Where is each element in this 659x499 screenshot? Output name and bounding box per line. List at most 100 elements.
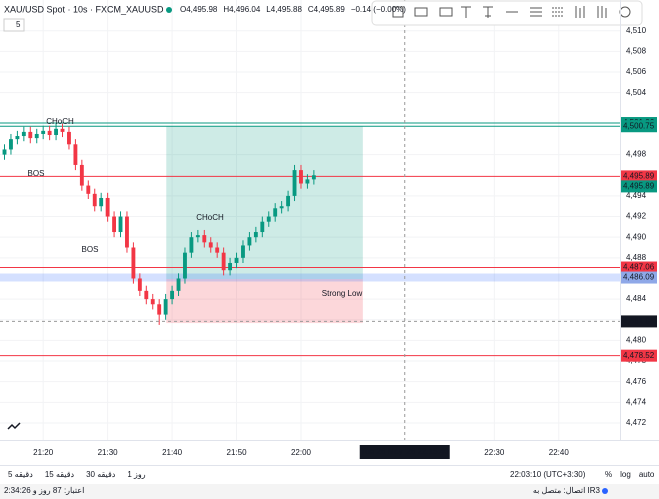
candle-body — [125, 216, 129, 248]
status-credit: اعتبار: 87 روز و 2:34:26 — [4, 486, 84, 495]
y-tick-label: 4,498 — [626, 150, 647, 159]
price-axis-border — [620, 0, 621, 440]
candle-body — [67, 131, 71, 145]
tool-rect[interactable] — [392, 6, 404, 18]
crosshair-x-bg — [359, 445, 450, 459]
crosshair-x-label: Tue 26 May '26 22:15:40 — [361, 447, 450, 456]
candle-body — [112, 216, 117, 233]
level-label: 4,487.06 — [623, 263, 655, 272]
x-tick-label: 21:30 — [98, 448, 119, 457]
timeframe-button[interactable]: 1 روز — [127, 470, 145, 479]
status-connection: اتصال: متصل به IR3 — [533, 486, 601, 495]
candle-body — [99, 197, 104, 207]
level-label-bg — [621, 170, 657, 183]
candle-body — [79, 164, 84, 186]
candle-body — [260, 221, 265, 233]
interval-badge: 5 — [16, 20, 21, 29]
timeframe-button[interactable]: 5 دقیقه — [8, 470, 33, 479]
clock: 22:03:10 (UTC+3:30) — [510, 470, 586, 479]
ohlc-value: L4,495.88 — [266, 5, 302, 14]
y-tick-label: 4,476 — [626, 377, 647, 386]
candle-body — [92, 193, 97, 207]
tool-text[interactable] — [461, 6, 471, 18]
candle-body — [176, 278, 181, 291]
tool-long[interactable] — [575, 6, 585, 18]
ohlc-value: −0.14 (−0.00%) — [351, 5, 406, 14]
timeframe-button[interactable]: 15 دقیقه — [45, 470, 75, 479]
logo — [7, 422, 21, 430]
scale-button[interactable]: % — [605, 470, 612, 479]
level-label-bg — [621, 180, 657, 193]
candle-body — [137, 278, 142, 291]
candle-body — [305, 179, 310, 184]
y-tick-label: 4,494 — [626, 191, 647, 200]
candle-body — [86, 185, 91, 194]
level-label: 4,495.89 — [623, 182, 655, 191]
ohlc-value: O4,495.98 — [180, 5, 218, 14]
annotation: CHoCH — [46, 117, 74, 126]
scale-button[interactable]: auto — [639, 470, 655, 479]
tool-fib2[interactable] — [552, 7, 564, 17]
candle-body — [208, 242, 213, 248]
y-tick-label: 4,490 — [626, 232, 647, 241]
status-dot — [602, 488, 608, 494]
candle-body — [286, 195, 291, 207]
candle-body — [60, 128, 65, 132]
level-label-bg — [621, 271, 657, 284]
candle-body — [118, 216, 123, 233]
timeframe-button[interactable]: 30 دقیقه — [86, 470, 116, 479]
candle-body — [2, 149, 7, 155]
candle-body — [221, 252, 226, 271]
y-tick-label: 4,472 — [626, 418, 647, 427]
stop-zone — [166, 279, 363, 324]
tool-note[interactable] — [483, 6, 493, 18]
y-tick-label: 4,488 — [626, 253, 647, 262]
y-tick-label: 4,506 — [626, 67, 647, 76]
x-tick-label: 22:00 — [291, 448, 312, 457]
crosshair-y-label: 4,481.84 — [623, 317, 655, 326]
level-label: 4,495.89 — [623, 172, 655, 181]
scale-button[interactable]: log — [620, 470, 631, 479]
candle-body — [47, 130, 52, 136]
y-tick-label: 4,474 — [626, 397, 647, 406]
x-tick-label: 21:50 — [227, 448, 248, 457]
candle-body — [253, 232, 258, 238]
candle-body — [189, 237, 194, 253]
toolbar-box — [371, 0, 643, 26]
ohlc-value: H4,496.04 — [223, 5, 260, 14]
level-label-bg — [621, 261, 657, 274]
tool-measure[interactable] — [439, 7, 453, 17]
candle-body — [9, 139, 13, 150]
market-status — [166, 7, 172, 13]
candle-body — [54, 128, 59, 136]
tool-fib[interactable] — [530, 7, 542, 17]
annotation: BOS — [28, 169, 45, 178]
annotation: BOS — [82, 245, 99, 254]
candle-body — [241, 245, 245, 258]
symbol-title: XAU/USD Spot · 10s · FXCM_XAUUSD — [4, 4, 164, 14]
candle-body — [215, 247, 220, 253]
level-label: 4,500.75 — [623, 121, 655, 130]
crosshair-y-bg — [621, 315, 657, 328]
interval-box[interactable] — [3, 18, 25, 32]
candle-body — [21, 131, 26, 137]
annotation: CHoCH — [196, 213, 224, 222]
candle-body — [170, 290, 175, 300]
candle-body — [15, 136, 20, 140]
candle-body — [234, 257, 239, 263]
candle-body — [28, 131, 33, 139]
candle-body — [266, 216, 271, 222]
x-tick-label: 22:30 — [484, 448, 505, 457]
tool-short[interactable] — [597, 6, 607, 18]
x-tick-label: 22:40 — [549, 448, 570, 457]
target-zone — [166, 126, 363, 280]
y-tick-label: 4,480 — [626, 336, 647, 345]
candle-body — [273, 208, 278, 217]
tool-range[interactable] — [414, 7, 428, 17]
candle-body — [34, 133, 39, 139]
level-label-bg — [621, 120, 657, 133]
candle-body — [105, 197, 110, 217]
